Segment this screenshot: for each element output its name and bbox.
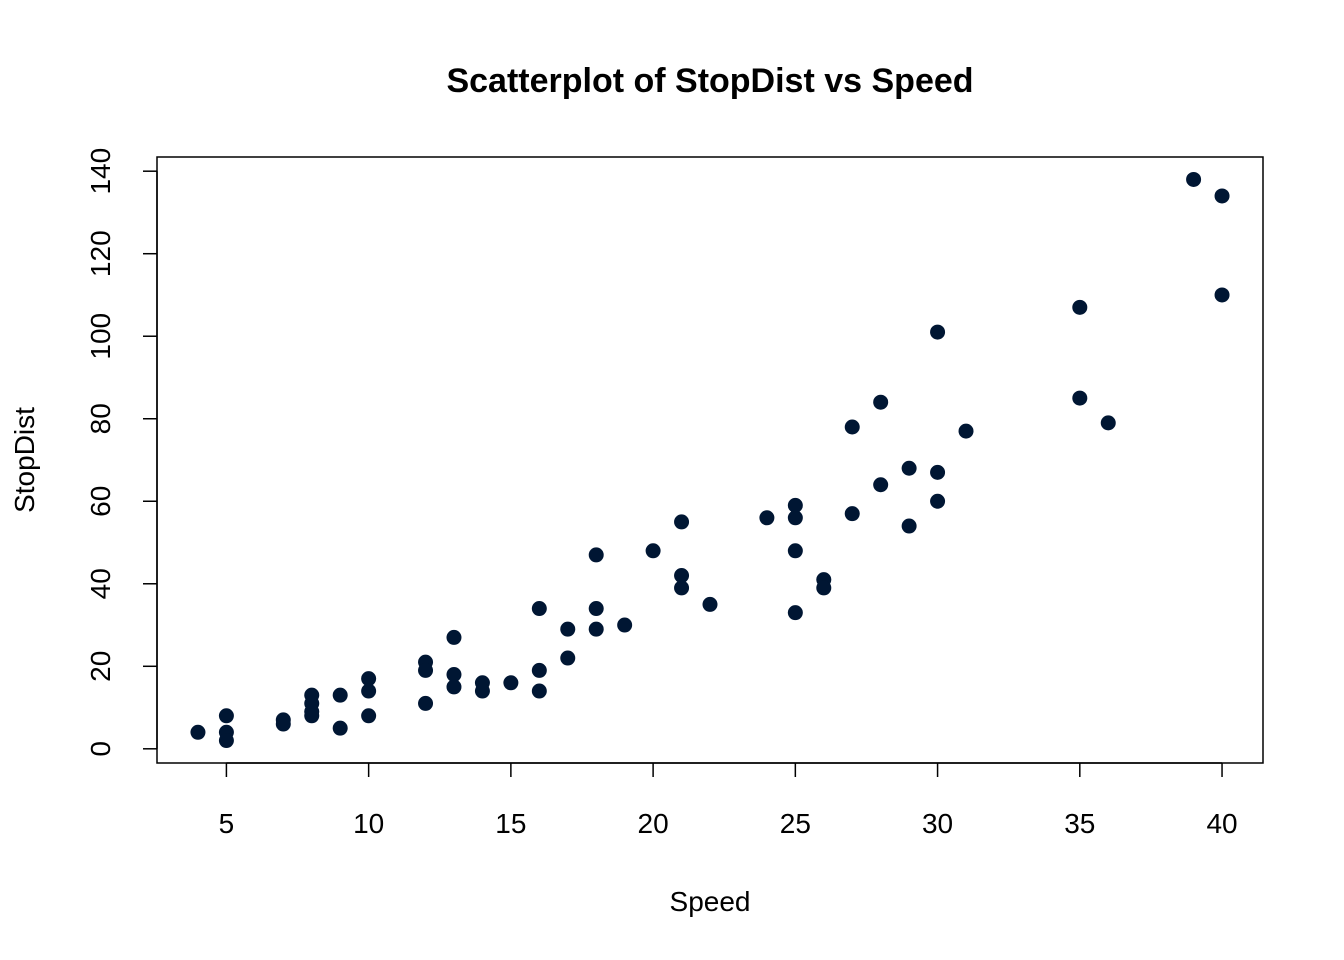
data-point	[873, 394, 889, 410]
data-point	[190, 724, 206, 740]
data-point	[958, 423, 974, 439]
data-point	[1072, 390, 1088, 406]
data-point	[844, 506, 860, 522]
data-point	[674, 580, 690, 596]
data-point	[446, 667, 462, 683]
data-point	[218, 708, 234, 724]
data-point	[418, 662, 434, 678]
x-tick-label: 35	[1064, 808, 1095, 839]
data-point	[588, 601, 604, 617]
data-point	[787, 497, 803, 513]
data-point	[645, 543, 661, 559]
data-point	[702, 596, 718, 612]
data-point	[560, 621, 576, 637]
data-point	[531, 601, 547, 617]
x-tick-label: 20	[638, 808, 669, 839]
data-point	[1186, 171, 1202, 187]
x-axis-label: Speed	[670, 886, 751, 917]
data-point	[873, 477, 889, 493]
data-point	[446, 629, 462, 645]
data-point	[361, 683, 377, 699]
data-point	[361, 671, 377, 687]
x-tick-label: 30	[922, 808, 953, 839]
y-tick-label: 0	[85, 741, 116, 757]
y-tick-label: 140	[85, 148, 116, 195]
data-point	[930, 464, 946, 480]
y-tick-label: 100	[85, 313, 116, 360]
data-point	[617, 617, 633, 633]
data-point	[588, 547, 604, 563]
data-point	[901, 518, 917, 534]
y-tick-label: 120	[85, 230, 116, 277]
data-point	[787, 510, 803, 526]
data-point	[787, 605, 803, 621]
y-tick-label: 60	[85, 486, 116, 517]
x-tick-label: 25	[780, 808, 811, 839]
y-axis: 0 20 40 60 80 100 120 140	[85, 148, 158, 757]
points	[190, 171, 1230, 749]
y-tick-label: 40	[85, 568, 116, 599]
plot-frame	[156, 156, 1264, 764]
data-point	[446, 679, 462, 695]
x-axis: 5 10 15 20 25 30 35 40	[219, 762, 1238, 839]
data-point	[332, 687, 348, 703]
data-point	[844, 419, 860, 435]
x-tick-label: 40	[1206, 808, 1237, 839]
data-point	[531, 662, 547, 678]
data-point	[930, 324, 946, 340]
x-tick-label: 5	[219, 808, 235, 839]
data-point	[816, 580, 832, 596]
data-point	[275, 716, 291, 732]
data-point	[787, 543, 803, 559]
data-point	[332, 720, 348, 736]
data-point	[531, 683, 547, 699]
data-point	[674, 514, 690, 530]
data-point	[474, 683, 490, 699]
x-tick-label: 15	[495, 808, 526, 839]
data-point	[1214, 188, 1230, 204]
data-point	[218, 733, 234, 749]
data-point	[930, 493, 946, 509]
y-tick-label: 20	[85, 651, 116, 682]
data-point	[304, 708, 320, 724]
data-point	[1214, 287, 1230, 303]
y-tick-label: 80	[85, 403, 116, 434]
x-tick-label: 10	[353, 808, 384, 839]
data-point	[674, 568, 690, 584]
data-point	[588, 621, 604, 637]
chart-title: Scatterplot of StopDist vs Speed	[446, 62, 973, 100]
data-point	[901, 460, 917, 476]
y-axis-label: StopDist	[9, 407, 40, 513]
data-point	[418, 695, 434, 711]
data-point	[503, 675, 519, 691]
data-point	[1072, 299, 1088, 315]
data-point	[560, 650, 576, 666]
data-point	[759, 510, 775, 526]
data-point	[1100, 415, 1116, 431]
data-point	[361, 708, 377, 724]
